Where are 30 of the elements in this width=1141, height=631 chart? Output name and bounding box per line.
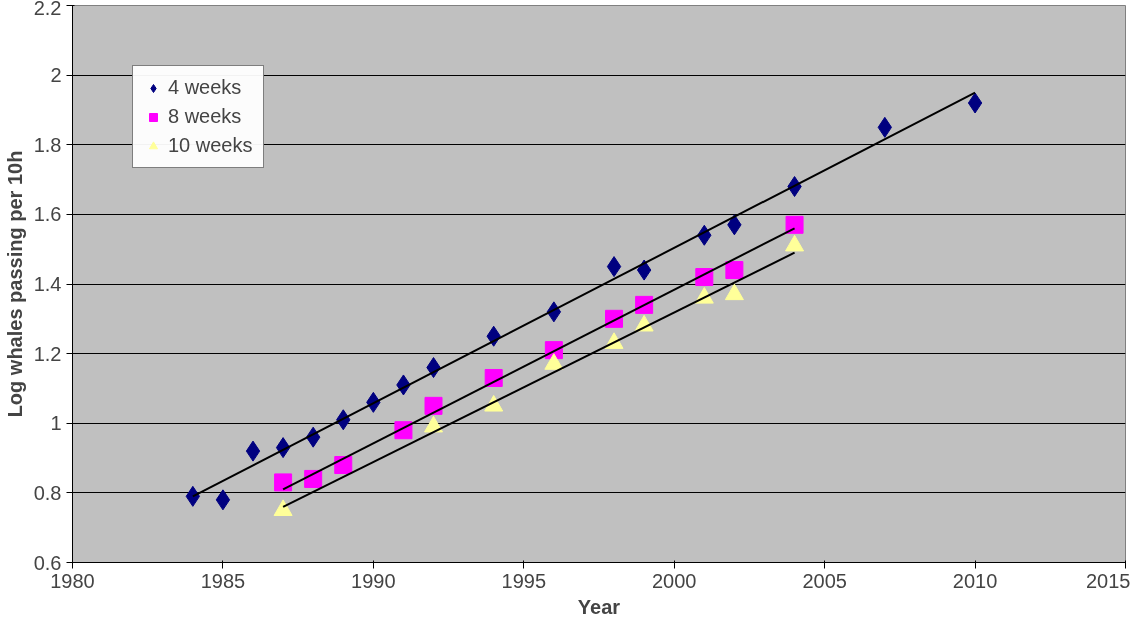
point bbox=[245, 440, 261, 462]
point bbox=[636, 259, 652, 281]
y-tick-label: 1 bbox=[50, 412, 62, 435]
y-tick-label: 2 bbox=[50, 64, 62, 87]
x-tick-label: 2015 bbox=[1086, 569, 1131, 592]
y-tick-label: 0.8 bbox=[33, 481, 62, 504]
point bbox=[606, 256, 622, 278]
legend-label: 8 weeks bbox=[168, 105, 242, 128]
point bbox=[274, 473, 293, 492]
x-axis-title: Year bbox=[577, 595, 621, 618]
y-tick-label: 1.4 bbox=[33, 273, 62, 295]
y-tick-label: 1.6 bbox=[33, 203, 62, 226]
y-tick-label: 1.2 bbox=[33, 342, 62, 365]
y-tick-label: 1.8 bbox=[33, 133, 62, 156]
legend-label: 4 weeks bbox=[168, 76, 242, 99]
legend-label: 10 weeks bbox=[168, 134, 253, 157]
point bbox=[185, 485, 201, 507]
point bbox=[215, 489, 231, 511]
x-tick-label: 2010 bbox=[952, 569, 998, 592]
y-tick-label: 2.2 bbox=[33, 0, 62, 19]
point bbox=[967, 92, 983, 114]
y-axis-title: Log whales passing per 10h bbox=[3, 150, 26, 418]
x-tick-label: 1990 bbox=[351, 569, 396, 592]
x-tick-label: 2000 bbox=[651, 569, 697, 592]
point bbox=[424, 396, 443, 415]
x-tick-label: 1985 bbox=[200, 569, 246, 592]
point bbox=[725, 261, 744, 280]
x-tick-label: 2005 bbox=[802, 569, 847, 592]
point bbox=[785, 215, 804, 234]
x-tick-label: 1995 bbox=[501, 569, 547, 592]
